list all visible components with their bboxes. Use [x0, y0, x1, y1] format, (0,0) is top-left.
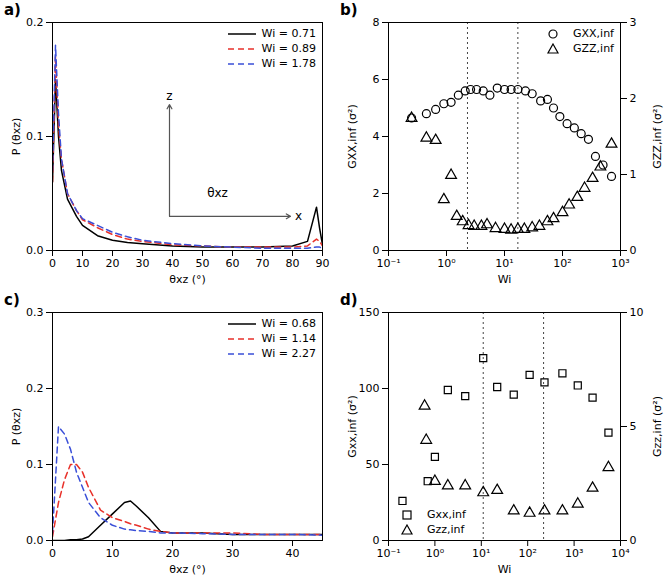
svg-text:10: 10 [106, 547, 120, 560]
html-text:Wi = 0.71: Wi = 0.71 [261, 27, 316, 40]
svg-text:10: 10 [630, 306, 644, 319]
html-text:a): a) [4, 1, 21, 19]
svg-text:60: 60 [226, 257, 240, 270]
html-text:Gzz,inf: Gzz,inf [427, 523, 465, 536]
svg-text:0: 0 [630, 244, 637, 257]
svg-text:0.0: 0.0 [26, 244, 44, 257]
svg-text:10⁰: 10⁰ [426, 547, 445, 560]
svg-text:10⁻¹: 10⁻¹ [376, 547, 400, 560]
svg-text:40: 40 [286, 547, 300, 560]
svg-text:0.0: 0.0 [26, 534, 44, 547]
html-text:Wi = 1.78: Wi = 1.78 [261, 57, 316, 70]
svg-text:0.1: 0.1 [26, 130, 44, 143]
html-text:Wi = 1.14: Wi = 1.14 [261, 332, 316, 345]
svg-text:10: 10 [76, 257, 90, 270]
svg-text:Wi: Wi [498, 563, 512, 576]
svg-text:0.3: 0.3 [26, 306, 44, 319]
svg-text:8: 8 [373, 16, 380, 29]
html-text:Wi = 0.89: Wi = 0.89 [261, 42, 316, 55]
svg-text:10¹: 10¹ [495, 257, 513, 270]
svg-text:10³: 10³ [611, 257, 629, 270]
svg-text:Gzz,inf (σ²): Gzz,inf (σ²) [651, 396, 664, 457]
html-text:GXX,inf: GXX,inf [573, 27, 614, 40]
svg-text:0.2: 0.2 [26, 382, 44, 395]
svg-text:30: 30 [226, 547, 240, 560]
svg-text:x: x [295, 209, 302, 223]
svg-text:10⁰: 10⁰ [437, 257, 456, 270]
svg-text:10⁴: 10⁴ [611, 547, 630, 560]
svg-text:GZZ,inf (σ²): GZZ,inf (σ²) [651, 104, 664, 168]
svg-text:5: 5 [630, 420, 637, 433]
svg-text:P (θxz): P (θxz) [10, 118, 23, 156]
svg-text:80: 80 [286, 257, 300, 270]
svg-text:50: 50 [196, 257, 210, 270]
svg-text:30: 30 [136, 257, 150, 270]
html-text:Wi = 0.68: Wi = 0.68 [261, 317, 316, 330]
html-text:Gxx,inf: Gxx,inf [427, 508, 466, 521]
svg-text:0: 0 [373, 534, 380, 547]
svg-text:10¹: 10¹ [472, 547, 490, 560]
svg-text:2: 2 [373, 187, 380, 200]
svg-text:θxz: θxz [207, 186, 228, 200]
svg-text:1: 1 [630, 168, 637, 181]
svg-text:GXX,inf (σ²): GXX,inf (σ²) [346, 104, 359, 168]
svg-text:2: 2 [630, 92, 637, 105]
html-text:Wi = 2.27: Wi = 2.27 [261, 347, 316, 360]
svg-text:10²: 10² [553, 257, 571, 270]
svg-text:0.1: 0.1 [26, 458, 44, 471]
html-text:b): b) [340, 1, 358, 19]
svg-text:0: 0 [49, 257, 56, 270]
svg-text:θxz (°): θxz (°) [169, 273, 206, 286]
svg-text:10⁻¹: 10⁻¹ [376, 257, 400, 270]
svg-text:3: 3 [630, 16, 637, 29]
svg-text:z: z [166, 89, 172, 103]
svg-text:70: 70 [256, 257, 270, 270]
svg-text:10²: 10² [518, 547, 536, 560]
svg-text:Wi: Wi [498, 273, 512, 286]
svg-text:100: 100 [359, 382, 380, 395]
svg-text:20: 20 [106, 257, 120, 270]
svg-text:0: 0 [630, 534, 637, 547]
html-text:d): d) [340, 291, 358, 309]
svg-text:0.2: 0.2 [26, 16, 44, 29]
svg-text:θxz (°): θxz (°) [169, 563, 206, 576]
svg-text:150: 150 [359, 306, 380, 319]
svg-text:0: 0 [49, 547, 56, 560]
svg-text:Gxx,inf (σ²): Gxx,inf (σ²) [346, 395, 359, 457]
svg-text:10³: 10³ [565, 547, 583, 560]
svg-text:40: 40 [166, 257, 180, 270]
svg-text:90: 90 [316, 257, 330, 270]
svg-text:50: 50 [366, 458, 380, 471]
svg-text:20: 20 [166, 547, 180, 560]
svg-text:6: 6 [373, 73, 380, 86]
svg-text:P (θxz): P (θxz) [10, 408, 23, 446]
html-text:GZZ,inf: GZZ,inf [573, 42, 614, 55]
svg-text:4: 4 [373, 130, 380, 143]
html-text:c): c) [4, 291, 20, 309]
svg-text:0: 0 [373, 244, 380, 257]
